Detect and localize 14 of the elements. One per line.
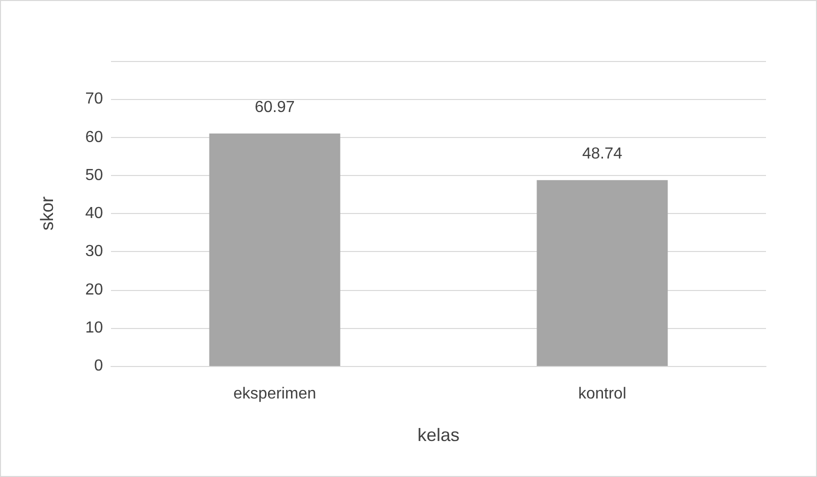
- x-tick-label: eksperimen: [233, 386, 316, 402]
- x-axis-title: kelas: [417, 425, 460, 445]
- y-tick-label: 10: [85, 319, 104, 336]
- y-tick-label: 30: [85, 243, 104, 260]
- y-axis-title: skor: [37, 196, 57, 231]
- y-tick-label: 20: [85, 281, 104, 298]
- y-tick-label: 70: [85, 90, 104, 108]
- y-tick-label: 50: [85, 166, 104, 184]
- y-tick-label: 60: [85, 128, 104, 146]
- y-tick-label: 40: [85, 205, 104, 222]
- data-label: 48.74: [582, 146, 622, 163]
- data-label: 60.97: [254, 99, 295, 116]
- y-tick-label: 0: [94, 358, 104, 374]
- x-tick-label: kontrol: [578, 386, 626, 402]
